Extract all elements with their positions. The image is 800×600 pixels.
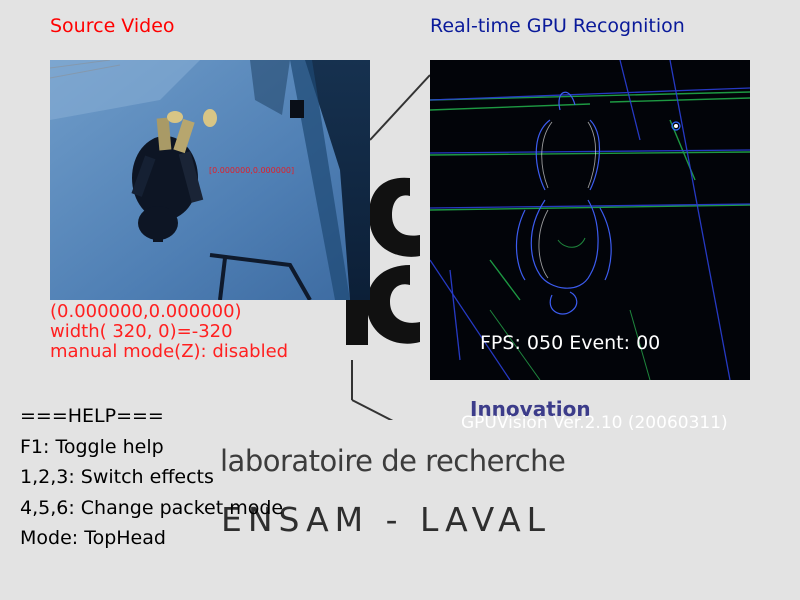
status-width: width( 320, 0)=-320 xyxy=(50,321,233,342)
source-video-feed: [0.000000,0.000000] xyxy=(50,60,370,300)
version-label: GPUVision Ver.2.10 (20060311) xyxy=(461,413,728,433)
help-panel: ===HELP=== F1: Toggle help 1,2,3: Switch… xyxy=(20,401,283,554)
status-position: (0.000000,0.000000) xyxy=(50,301,242,322)
gpu-edge-detection-frame xyxy=(430,60,750,380)
watermark-school-text: ENSAM - LAVAL xyxy=(221,500,552,539)
help-header: ===HELP=== xyxy=(20,405,164,427)
help-line-packet-mode: 4,5,6: Change packet mode xyxy=(20,496,284,519)
help-line-mode: Mode: TopHead xyxy=(20,527,166,549)
help-line-switch-effects: 1,2,3: Switch effects xyxy=(20,466,214,488)
help-line-toggle-help: F1: Toggle help xyxy=(20,435,164,458)
status-manual-mode: manual mode(Z): disabled xyxy=(50,341,289,362)
status-panel: (0.000000,0.000000) width( 320, 0)=-320 … xyxy=(50,302,288,362)
gpu-recognition-feed: FPS: 050 Event: 00 xyxy=(430,60,750,380)
fps-event-readout: FPS: 050 Event: 00 xyxy=(480,332,661,354)
source-video-frame xyxy=(50,60,370,300)
laboratory-logo-watermark xyxy=(346,74,431,420)
gpu-recognition-title: Real-time GPU Recognition xyxy=(430,15,685,37)
watermark-lab-text: laboratoire de recherche xyxy=(220,444,566,478)
tracking-coordinates-overlay: [0.000000,0.000000] xyxy=(209,166,295,175)
watermark-innovation-text: Innovation xyxy=(470,397,591,421)
source-video-title: Source Video xyxy=(50,15,175,37)
